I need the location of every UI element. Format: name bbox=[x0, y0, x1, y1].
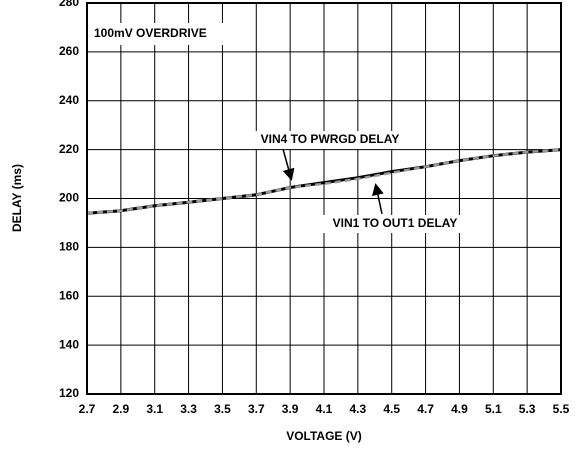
y-tick-label: 200 bbox=[59, 191, 79, 205]
x-tick-label: 3.5 bbox=[214, 402, 231, 416]
plot-frame bbox=[86, 2, 562, 395]
y-tick-label: 260 bbox=[59, 44, 79, 58]
x-tick-label: 4.1 bbox=[316, 402, 333, 416]
y-tick-label: 160 bbox=[59, 288, 79, 302]
y-tick-label: 120 bbox=[59, 386, 79, 400]
series-line bbox=[86, 148, 562, 215]
x-tick-label: 4.9 bbox=[451, 402, 468, 416]
x-tick-label: 5.1 bbox=[485, 402, 502, 416]
y-tick-label: 180 bbox=[59, 240, 79, 254]
x-tick-label: 3.9 bbox=[282, 402, 299, 416]
x-tick-label: 2.7 bbox=[79, 402, 96, 416]
x-tick-label: 3.1 bbox=[146, 402, 163, 416]
annotation-box bbox=[91, 23, 241, 45]
series-label: VIN1 TO OUT1 DELAY bbox=[333, 216, 458, 230]
x-axis-title: VOLTAGE (V) bbox=[286, 429, 362, 443]
x-tick-label: 5.3 bbox=[519, 402, 536, 416]
label-arrow bbox=[282, 148, 295, 181]
x-tick-label: 4.5 bbox=[383, 402, 400, 416]
x-tick-label: 4.3 bbox=[350, 402, 367, 416]
y-tick-label: 280 bbox=[59, 0, 79, 9]
x-tick-label: 3.7 bbox=[248, 402, 265, 416]
x-tick-label: 3.3 bbox=[180, 402, 197, 416]
label-bg bbox=[240, 131, 420, 149]
label-arrow bbox=[372, 183, 384, 215]
y-tick-label: 220 bbox=[59, 142, 79, 156]
x-tick-label: 4.7 bbox=[417, 402, 434, 416]
y-tick-label: 240 bbox=[59, 93, 79, 107]
x-tick-label: 2.9 bbox=[113, 402, 130, 416]
series-label: VIN4 TO PWRGD DELAY bbox=[261, 132, 400, 146]
annotation: 100mV OVERDRIVE bbox=[94, 26, 207, 40]
y-tick-label: 140 bbox=[59, 337, 79, 351]
y-axis-title: DELAY (ms) bbox=[10, 164, 24, 232]
label-bg bbox=[305, 215, 485, 233]
x-tick-label: 5.5 bbox=[553, 402, 570, 416]
